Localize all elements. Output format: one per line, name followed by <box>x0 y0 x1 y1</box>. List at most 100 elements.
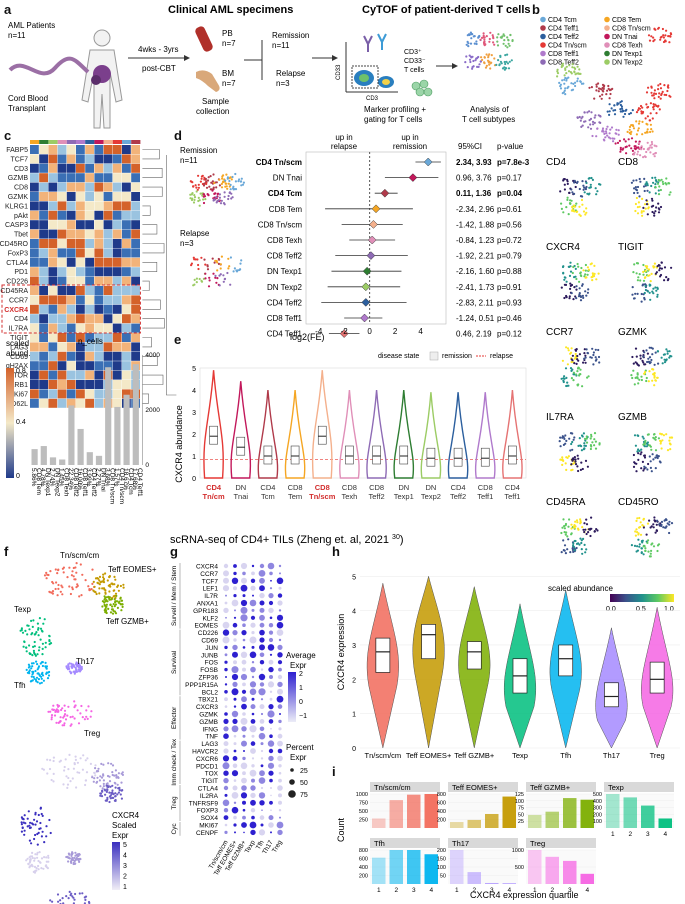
b-marker-point <box>591 347 594 350</box>
f-umap2-point <box>77 859 80 862</box>
b-umap-point <box>632 127 636 130</box>
b-marker-point <box>595 358 598 361</box>
f-umap-point <box>119 597 122 600</box>
f-umap-point <box>57 568 60 571</box>
h-xlabel: Treg <box>650 751 665 760</box>
i-ytick: 100 <box>437 865 446 871</box>
b-marker-point <box>641 539 644 542</box>
b-marker-point <box>569 551 572 554</box>
b-marker-title: GZMB <box>618 412 647 423</box>
e-xlabel-1: CD4 <box>451 483 466 492</box>
b-marker-point <box>660 524 663 528</box>
b-marker-point <box>574 458 577 461</box>
b-marker-point <box>560 377 563 380</box>
f-umap2-point <box>92 780 95 783</box>
c-cell <box>85 220 94 230</box>
b-marker-point <box>658 460 662 463</box>
g-pct-dot <box>290 768 294 772</box>
f-umap-point <box>49 570 52 573</box>
g-dot <box>259 652 265 658</box>
f-umap2-point <box>105 790 108 794</box>
i-bar <box>502 796 516 828</box>
f-umap-point <box>44 665 47 668</box>
g-dot <box>260 786 264 790</box>
e-box <box>453 447 463 467</box>
b-marker-point <box>643 291 646 295</box>
f-umap-point <box>75 571 78 574</box>
b-umap-point <box>657 84 660 87</box>
b-marker-point <box>571 206 574 209</box>
f-umap2-point <box>99 792 102 795</box>
h-ytick: 4 <box>352 609 356 616</box>
b-umap-point <box>563 78 566 81</box>
c-cell <box>94 370 104 380</box>
e-xlabel-2: Teff2 <box>450 492 466 501</box>
a-cd33: CD33 <box>336 64 342 80</box>
f-umap2-point <box>72 896 75 899</box>
b-marker-point <box>558 440 561 443</box>
b-marker-point <box>589 437 592 440</box>
i-ytick: 800 <box>437 792 446 798</box>
b-marker-point <box>568 274 572 277</box>
panel-a: Clinical AML specimens CyTOF of patient-… <box>8 4 531 129</box>
a-umap-point <box>484 66 488 69</box>
c-cell <box>57 333 67 342</box>
e-xlabel-1: CD4 <box>505 483 520 492</box>
f-umap-point <box>41 664 45 668</box>
b-marker-point <box>585 211 588 214</box>
c-cell <box>103 248 113 258</box>
b-umap-point <box>642 156 645 159</box>
b-marker-point <box>643 177 646 180</box>
b-umap-point <box>614 109 617 112</box>
b-marker-point <box>636 212 640 215</box>
b-umap-point <box>564 93 567 96</box>
c-cell <box>122 361 131 371</box>
f-umap-point <box>53 714 57 717</box>
c-cell <box>57 351 67 361</box>
c-cell <box>66 398 76 408</box>
b-marker-point <box>563 296 566 300</box>
a-umap-point <box>495 63 498 66</box>
g-dot <box>277 755 283 762</box>
c-cell <box>94 173 104 183</box>
f-umap2-point <box>68 857 71 860</box>
b-marker-point <box>643 454 646 457</box>
g-dot <box>260 742 264 746</box>
g-dot <box>251 564 255 568</box>
b-marker-point <box>655 180 658 183</box>
b-marker-point <box>582 184 585 187</box>
f-umap-point <box>71 715 74 718</box>
f-umap-point <box>79 712 82 715</box>
b-umap-point <box>641 133 644 136</box>
g-dot <box>277 704 283 709</box>
c-cell <box>122 239 131 248</box>
d-ci-text: -2.16, 1.60 <box>456 267 495 276</box>
g-gene-label: TNFRSF9 <box>189 800 219 807</box>
f-umap2-point <box>40 812 43 816</box>
g-dot <box>223 577 229 584</box>
f-umap-point <box>50 716 53 719</box>
f-umap-point <box>98 583 101 586</box>
b-marker-point <box>650 470 653 473</box>
b-umap-point <box>659 38 662 41</box>
b-marker-point <box>650 205 654 208</box>
a-umap-point <box>474 59 477 62</box>
c-cell <box>103 323 113 333</box>
g-gene-label: LAG3 <box>201 741 218 748</box>
f-umap-point <box>25 650 28 653</box>
c-gene-label: FABP5 <box>6 147 28 154</box>
g-gene-label: PPP1R15A <box>185 682 219 689</box>
b-marker-point <box>653 375 656 378</box>
g-dot <box>278 609 282 612</box>
f-umap-point <box>87 705 90 708</box>
a-arrowhead-2 <box>332 55 338 61</box>
g-pct-tick: 25 <box>300 768 308 775</box>
c-cell <box>122 267 131 277</box>
b-marker-point <box>586 465 590 468</box>
f-umap-point <box>81 573 84 576</box>
b-umap-point <box>652 36 655 39</box>
f-umap2-point <box>76 771 79 774</box>
b-marker-point <box>578 205 581 208</box>
b-marker-point <box>579 522 582 525</box>
